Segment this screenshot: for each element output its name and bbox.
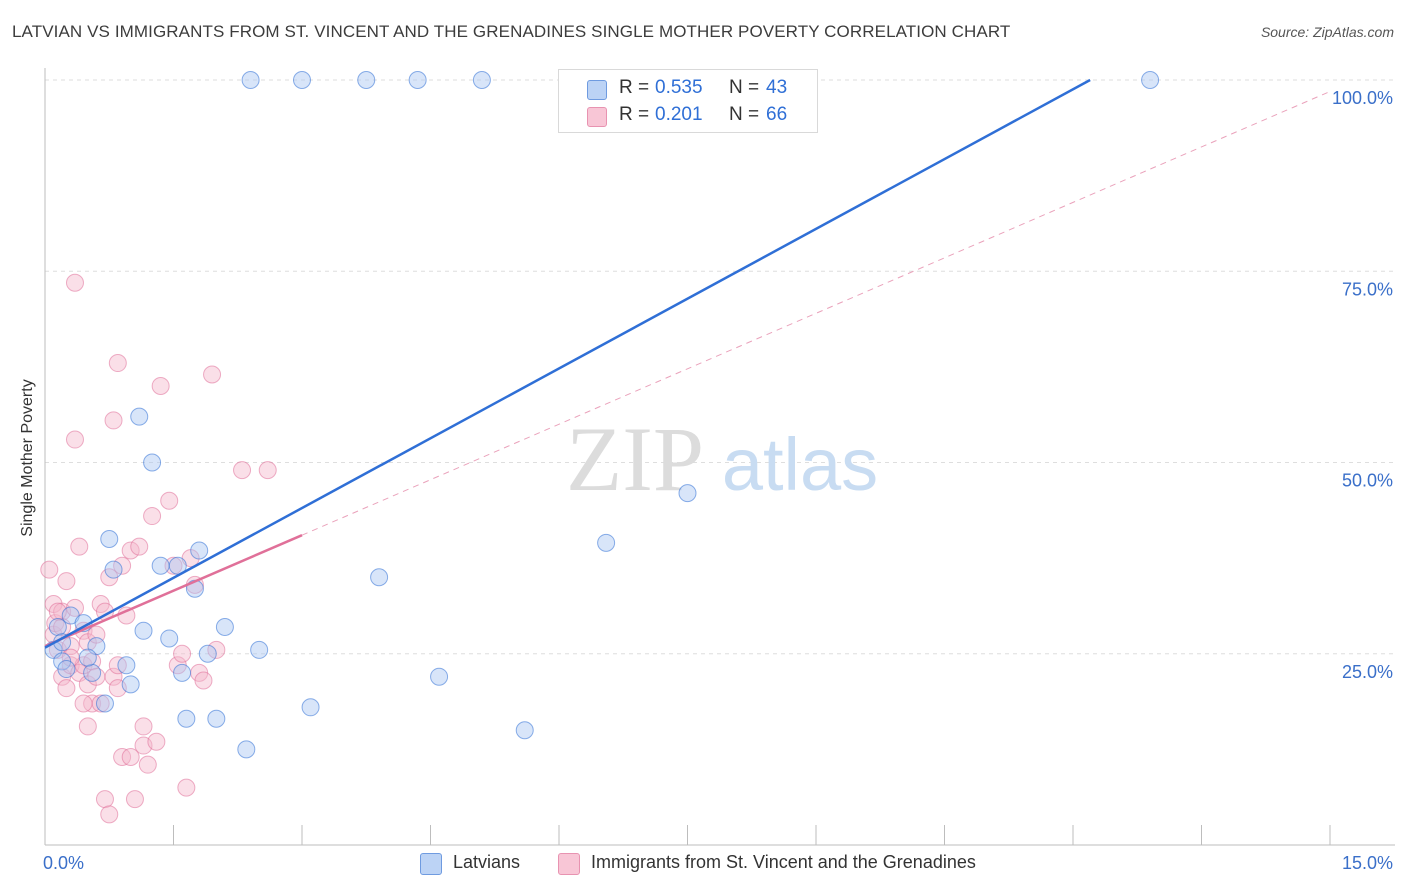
legend-n-label: N = [729,77,760,98]
latvian-point [241,71,260,89]
immigrant-point [143,507,162,526]
latvian-point [151,556,170,575]
legend-swatch-latvians [420,853,442,875]
legend-n-value: 43 [766,77,788,98]
series-legend: Latvians Immigrants from St. Vincent and… [0,850,1406,878]
immigrant-point [207,640,226,659]
grid-lines [45,79,1395,655]
latvian-point [215,617,234,636]
immigrant-point [164,556,183,575]
watermark-zip: ZIP [566,408,704,510]
trend-lines [44,78,1331,649]
latvian-point [430,667,449,686]
latvian-point [78,648,97,667]
x-tick-label-max: 15.0% [1342,853,1393,873]
axes [44,68,1395,846]
latvian-point [121,675,140,694]
x-tick-label-min: 0.0% [43,853,84,873]
latvian-point [117,656,136,675]
immigrant-point [151,377,170,395]
latvian-point [1141,71,1160,89]
legend-r-label: R = [619,104,650,125]
latvian-point [104,560,123,579]
immigrant-point [177,778,196,797]
latvian-point [207,709,226,728]
latvian-point [408,71,427,89]
immigrant-point [125,790,144,809]
immigrant-point [57,572,76,591]
immigrant-point [65,430,84,449]
legend-r-label: R = [619,77,650,98]
immigrant-point [147,732,166,751]
immigrant-point [130,537,149,556]
legend-swatch-immigrants [558,853,580,875]
immigrant-point [108,354,127,373]
watermark: ZIP atlas [566,408,878,510]
latvian-point [293,71,311,89]
latvian-point [678,484,697,503]
source-label: Source: ZipAtlas.com [1260,24,1394,40]
latvian-point [83,663,102,682]
latvian-trend-line [44,78,1091,649]
immigrant-point [173,644,192,663]
latvian-point [250,640,269,659]
y-tick-label: 25.0% [1342,662,1393,682]
latvian-point [57,660,76,679]
latvian-point [515,721,534,740]
immigrant-point [95,790,114,809]
immigrant-point [121,748,140,767]
latvian-point [160,629,179,648]
immigrant-point [121,541,140,560]
immigrant-point [194,671,213,690]
latvian-point [173,663,192,682]
immigrant-point [138,755,157,774]
correlation-legend: R = 0.535 N = 43 R = 0.201 N = 66 [558,69,818,133]
chart-title: LATVIAN VS IMMIGRANTS FROM ST. VINCENT A… [12,22,1011,41]
tick-labels: 25.0% 50.0% 75.0% 100.0% 0.0% 15.0% [43,88,1393,873]
immigrant-point [233,461,252,480]
latvian-point [597,533,616,552]
immigrant-point [65,273,84,292]
latvian-point [95,694,114,713]
immigrant-trend-line [44,534,303,648]
legend-swatch-immigrants [587,107,607,127]
legend-n-label: N = [729,104,760,125]
legend-r-value: 0.535 [655,77,703,98]
y-tick-label: 75.0% [1342,279,1393,299]
watermark-atlas: atlas [722,423,878,506]
latvian-point [100,530,119,548]
legend-n-value: 66 [766,104,788,125]
latvian-point [198,644,217,663]
legend-swatch-latvians [587,80,607,100]
legend-label-immigrants: Immigrants from St. Vincent and the Gren… [591,852,976,872]
latvian-point [237,740,256,759]
latvian-point [190,541,209,560]
immigrant-point [104,667,123,686]
immigrant-point [113,556,132,575]
y-tick-label: 50.0% [1342,471,1393,491]
immigrant-point [74,694,93,713]
legend-r-value: 0.201 [655,104,703,125]
immigrant-point [258,461,277,480]
latvian-point [143,453,162,472]
latvian-point [472,71,491,89]
legend-label-latvians: Latvians [453,852,521,872]
latvian-point [370,568,389,587]
immigrant-point [40,560,59,579]
immigrant-point [104,411,123,430]
latvian-point [301,698,320,717]
immigrant-point [70,537,89,556]
latvian-point [130,407,149,426]
immigrant-point [160,491,179,510]
immigrant-point [78,717,97,736]
immigrant-point [134,717,153,736]
latvian-point [177,709,196,728]
y-tick-label: 100.0% [1332,88,1393,108]
latvian-point [357,71,376,89]
immigrant-point [100,805,119,824]
immigrant-point [57,679,76,698]
immigrant-point [203,365,222,384]
latvian-point [134,621,153,640]
